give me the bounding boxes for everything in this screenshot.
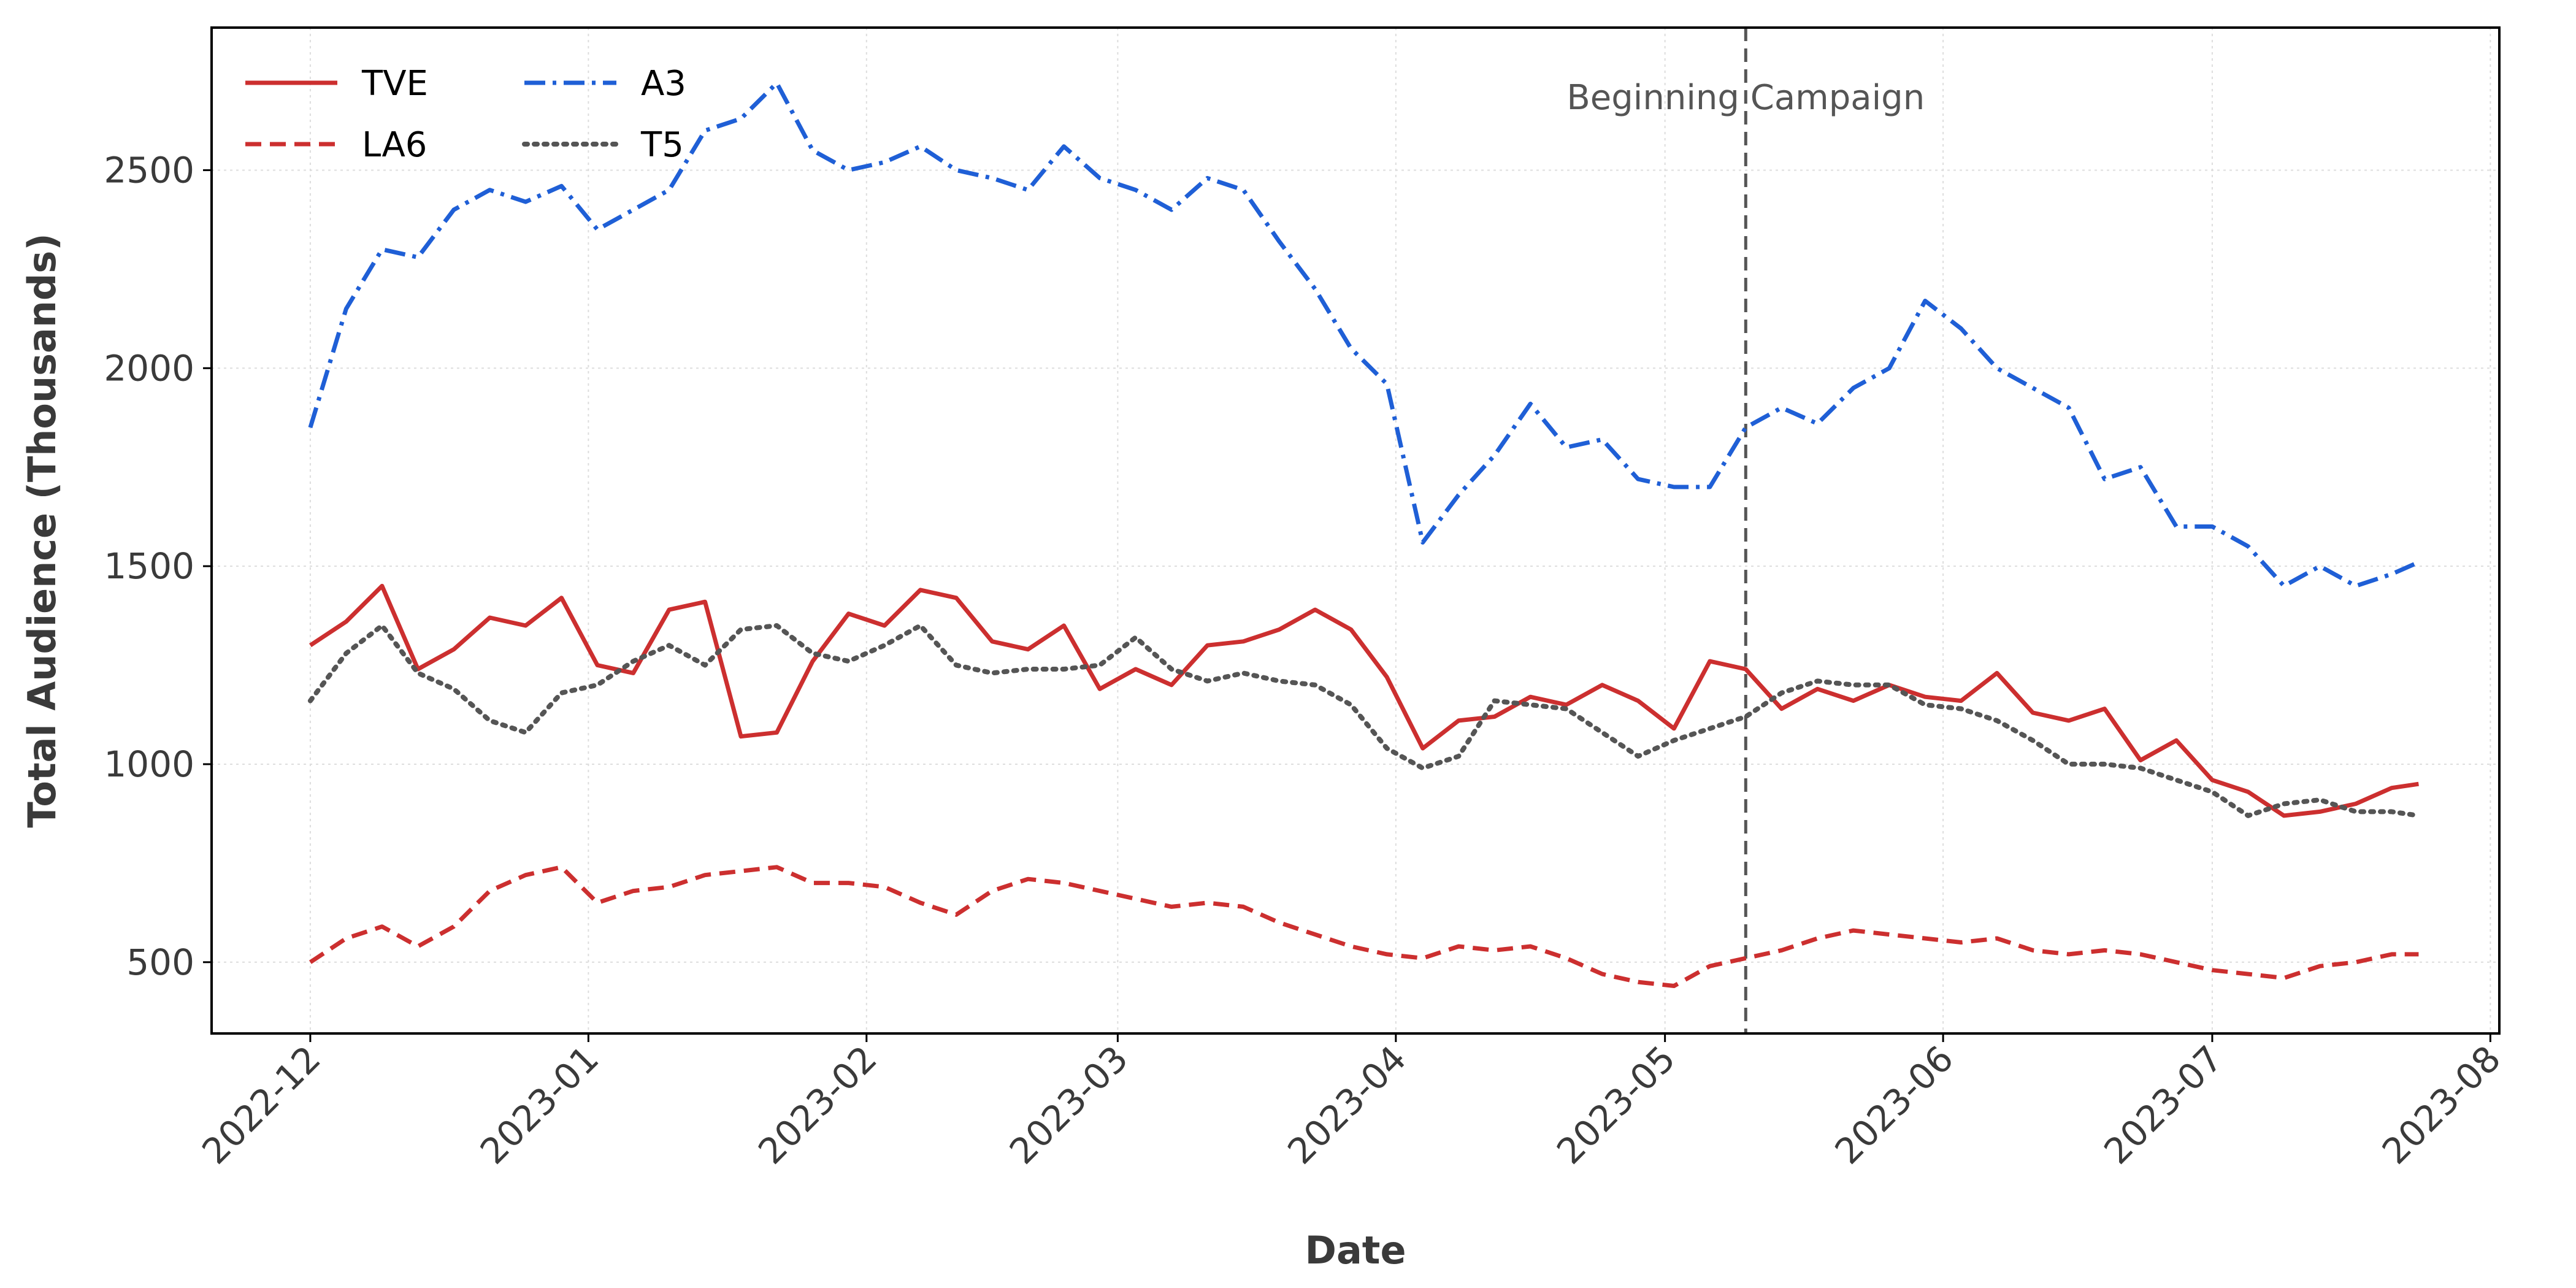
y-tick-label: 2500 [104, 149, 194, 191]
x-tick-label: 2023-05 [1549, 1038, 1683, 1172]
y-tick-label: 1000 [104, 743, 194, 785]
x-tick-label: 2023-06 [1827, 1038, 1961, 1172]
legend-label-la6: LA6 [362, 125, 427, 165]
legend-label-a3: A3 [641, 64, 686, 104]
x-tick-label: 2023-07 [2096, 1038, 2230, 1172]
x-axis-title: Date [1305, 1228, 1406, 1273]
plot-area-frame [210, 26, 2501, 1035]
y-tick-label: 2000 [104, 347, 194, 389]
series-line-la6 [309, 865, 2419, 988]
annotation-layer: Beginning Campaign [1566, 28, 1925, 1033]
x-tick-label: 2023-04 [1279, 1038, 1414, 1172]
x-axis: 2022-12 2023-01 2023-02 2023-03 2023-04 2023-… [194, 1033, 2509, 1172]
series-layer [307, 80, 2421, 988]
y-tick-label: 500 [126, 941, 194, 983]
series-line-a3 [308, 80, 2420, 588]
campaign-label: Beginning Campaign [1566, 78, 1925, 118]
grid [212, 28, 2499, 1033]
x-tick-label: 2023-03 [1002, 1038, 1136, 1172]
x-tick-label: 2023-02 [750, 1038, 884, 1172]
legend-label-tve: TVE [361, 64, 428, 104]
series-line-t5 [307, 623, 2421, 818]
series-line-tve [309, 583, 2419, 818]
x-tick-label: 2023-01 [472, 1038, 607, 1172]
legend: TVE LA6 A3 T5 [245, 64, 686, 165]
y-axis: 500 1000 1500 2000 2500 [104, 149, 212, 983]
x-tick-label: 2023-08 [2374, 1038, 2509, 1172]
y-tick-label: 1500 [104, 545, 194, 587]
x-tick-label: 2022-12 [194, 1038, 328, 1172]
y-axis-title: Total Audience (Thousands) [20, 233, 64, 827]
legend-label-t5: T5 [640, 125, 684, 165]
